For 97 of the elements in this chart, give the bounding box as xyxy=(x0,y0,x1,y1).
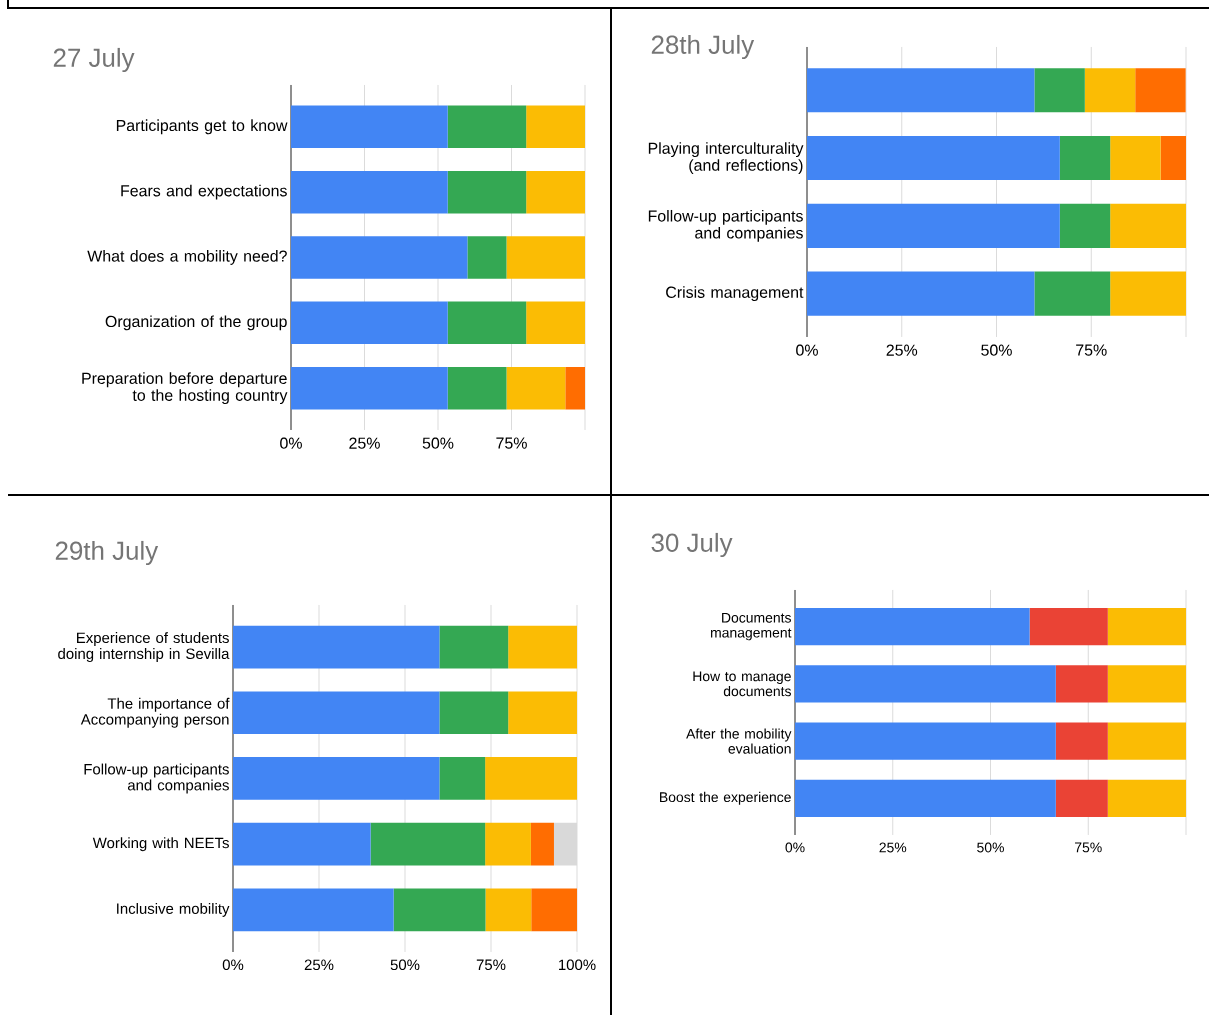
bar xyxy=(1059,136,1111,181)
bar xyxy=(526,105,586,149)
bar xyxy=(447,366,507,410)
bar xyxy=(526,170,586,214)
x-tick-label: 75% xyxy=(476,959,506,971)
bar xyxy=(506,366,566,410)
y-tick-label: Playing interculturality (and reflections) xyxy=(648,142,804,174)
bar xyxy=(233,822,371,866)
y-tick-label: The importance of Accompanying person xyxy=(80,697,230,728)
x-tick-label: 25% xyxy=(879,842,907,853)
y-tick-label: After the mobility evaluation xyxy=(686,728,792,754)
y-tick-label: What does a mobility need? xyxy=(87,250,287,265)
bar xyxy=(291,105,448,149)
x-tick-label: 25% xyxy=(304,959,334,971)
x-tick-label: 100% xyxy=(559,959,596,971)
bar xyxy=(439,625,509,669)
bar xyxy=(1034,68,1085,113)
bar xyxy=(393,888,486,932)
bar xyxy=(1160,136,1187,181)
bar xyxy=(1107,608,1187,646)
bar xyxy=(807,68,1035,113)
bar xyxy=(233,888,394,932)
bar xyxy=(526,301,586,345)
y-tick-label: How to manage documents xyxy=(693,671,791,697)
bar xyxy=(1055,779,1108,817)
bar xyxy=(508,625,578,669)
y-tick-label: Participants get to know xyxy=(116,119,288,135)
x-tick-label: 50% xyxy=(977,842,1004,853)
y-tick-label: Crisis management xyxy=(666,286,804,302)
bar xyxy=(370,822,486,866)
bar xyxy=(565,366,586,410)
bar xyxy=(291,301,448,345)
bar xyxy=(1107,722,1187,760)
x-tick-label: 75% xyxy=(496,437,527,449)
bar xyxy=(485,757,578,800)
bar xyxy=(795,665,1056,703)
y-tick-label: Boost the experience xyxy=(660,791,791,805)
bar xyxy=(1135,68,1186,113)
y-tick-label: Documents management xyxy=(711,612,792,641)
bar xyxy=(447,170,527,214)
bar xyxy=(1055,665,1108,703)
bar xyxy=(439,691,509,735)
x-tick-label: 0% xyxy=(280,437,302,449)
bar xyxy=(506,236,586,279)
bar xyxy=(291,170,448,214)
y-tick-label: Working with NEETs xyxy=(92,837,229,852)
bar xyxy=(485,888,532,932)
bar xyxy=(291,236,468,279)
bar xyxy=(447,301,527,345)
bar xyxy=(1059,203,1111,248)
bar xyxy=(795,722,1056,760)
x-tick-label: 0% xyxy=(222,959,244,971)
x-tick-label: 50% xyxy=(422,437,454,449)
y-tick-label: Experience of students doing internship in Sevilla xyxy=(58,632,230,662)
bar xyxy=(1084,68,1136,113)
x-tick-label: 75% xyxy=(1075,842,1102,853)
bar xyxy=(1110,271,1187,316)
bar xyxy=(1055,722,1108,760)
bar xyxy=(531,888,578,932)
y-tick-label: Follow-up participants and companies xyxy=(84,763,229,794)
x-tick-label: 0% xyxy=(785,842,805,853)
bar xyxy=(1034,271,1111,316)
bar xyxy=(795,779,1056,817)
bar xyxy=(439,757,486,800)
bar xyxy=(1110,203,1187,248)
x-tick-label: 75% xyxy=(1076,344,1107,356)
chart-title: 30 July xyxy=(651,532,733,558)
bar xyxy=(508,691,578,735)
bar xyxy=(291,366,448,410)
x-tick-label: 25% xyxy=(886,344,918,356)
bar xyxy=(447,105,527,149)
bar xyxy=(1107,779,1187,817)
bar xyxy=(795,608,1030,646)
bar xyxy=(233,625,440,669)
y-tick-label: Inclusive mobility xyxy=(117,902,230,917)
y-tick-label: Preparation before departure to the hosting country xyxy=(82,372,288,405)
bar xyxy=(1029,608,1108,646)
bar xyxy=(233,757,440,800)
bar xyxy=(467,236,507,279)
bar xyxy=(807,203,1060,248)
bar xyxy=(807,136,1060,181)
bar xyxy=(1110,136,1161,181)
x-tick-label: 25% xyxy=(349,437,380,449)
bar xyxy=(530,822,554,866)
y-tick-label: Fears and expectations xyxy=(121,184,287,200)
bar xyxy=(1107,665,1187,703)
bar xyxy=(485,822,531,866)
chart-title: 29th July xyxy=(55,540,159,566)
y-tick-label: Organization of the group xyxy=(105,315,287,331)
x-tick-label: 0% xyxy=(796,344,818,356)
bar xyxy=(233,691,440,735)
x-tick-label: 50% xyxy=(981,344,1012,356)
bar xyxy=(807,271,1035,316)
chart-title: 28th July xyxy=(651,34,755,60)
x-tick-label: 50% xyxy=(390,959,420,971)
y-tick-label: Follow-up participants and companies xyxy=(648,209,803,242)
chart-title: 27 July xyxy=(53,47,135,73)
